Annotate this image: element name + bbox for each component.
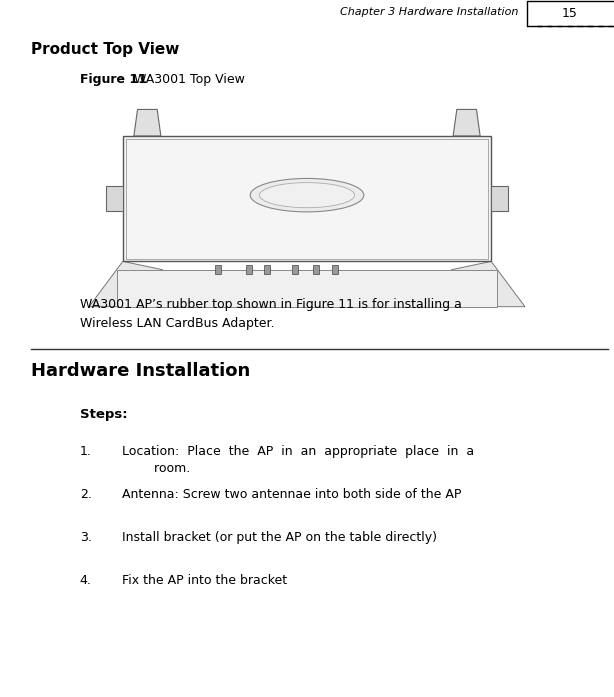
FancyBboxPatch shape [123, 136, 491, 261]
Text: Location:  Place  the  AP  in  an  appropriate  place  in  a
        room.: Location: Place the AP in an appropriate… [122, 445, 473, 475]
Text: Fix the AP into the bracket: Fix the AP into the bracket [122, 574, 287, 588]
Text: 1.: 1. [80, 445, 91, 458]
Text: 3.: 3. [80, 531, 91, 544]
Ellipse shape [251, 178, 363, 212]
Bar [215, 265, 221, 274]
Bar [246, 265, 252, 274]
Text: Install bracket (or put the AP on the table directly): Install bracket (or put the AP on the ta… [122, 531, 437, 544]
FancyBboxPatch shape [491, 186, 508, 211]
Text: 4.: 4. [80, 574, 91, 588]
Text: Figure 11: Figure 11 [80, 73, 147, 86]
Text: Product Top View: Product Top View [31, 42, 179, 57]
Ellipse shape [260, 183, 355, 208]
Polygon shape [89, 261, 163, 307]
Text: Hardware Installation: Hardware Installation [31, 362, 250, 381]
Bar [264, 265, 270, 274]
Polygon shape [117, 270, 497, 307]
Text: Chapter 3 Hardware Installation: Chapter 3 Hardware Installation [340, 7, 519, 17]
Polygon shape [134, 109, 161, 136]
Text: 15: 15 [562, 7, 578, 20]
Text: WA3001 AP’s rubber top shown in Figure 11 is for installing a
Wireless LAN CardB: WA3001 AP’s rubber top shown in Figure 1… [80, 298, 462, 330]
Polygon shape [451, 261, 525, 307]
Bar [332, 265, 338, 274]
Polygon shape [453, 109, 480, 136]
Bar [292, 265, 298, 274]
Text: Steps:: Steps: [80, 408, 128, 421]
Text: 2.: 2. [80, 488, 91, 501]
FancyBboxPatch shape [106, 186, 123, 211]
Text: WA3001 Top View: WA3001 Top View [130, 73, 245, 86]
Text: Antenna: Screw two antennae into both side of the AP: Antenna: Screw two antennae into both si… [122, 488, 461, 501]
Bar [313, 265, 319, 274]
